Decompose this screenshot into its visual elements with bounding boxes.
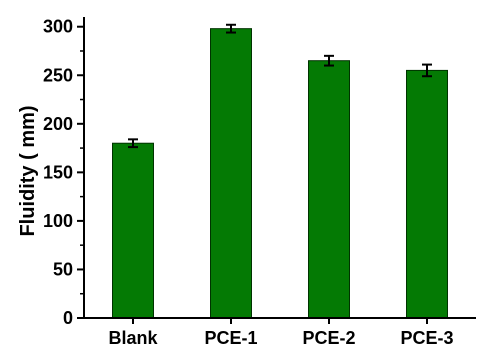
x-tick-label: PCE-3 — [400, 328, 453, 347]
x-tick-label: Blank — [108, 328, 158, 347]
plot-area — [113, 25, 448, 318]
bar-pce-1 — [211, 29, 252, 318]
y-tick-label: 300 — [43, 17, 73, 37]
y-axis-title: Fluidity ( mm) — [17, 105, 39, 236]
y-tick-label: 250 — [43, 65, 73, 85]
y-tick-label: 150 — [43, 162, 73, 182]
y-tick-label: 100 — [43, 211, 73, 231]
y-tick-label: 50 — [53, 259, 73, 279]
y-tick-label: 200 — [43, 114, 73, 134]
x-tick-label: PCE-1 — [204, 328, 257, 347]
bar-pce-2 — [309, 61, 350, 318]
bar-pce-3 — [407, 70, 448, 318]
bar-blank — [113, 143, 154, 318]
y-tick-label: 0 — [63, 308, 73, 328]
x-tick-label: PCE-2 — [302, 328, 355, 347]
